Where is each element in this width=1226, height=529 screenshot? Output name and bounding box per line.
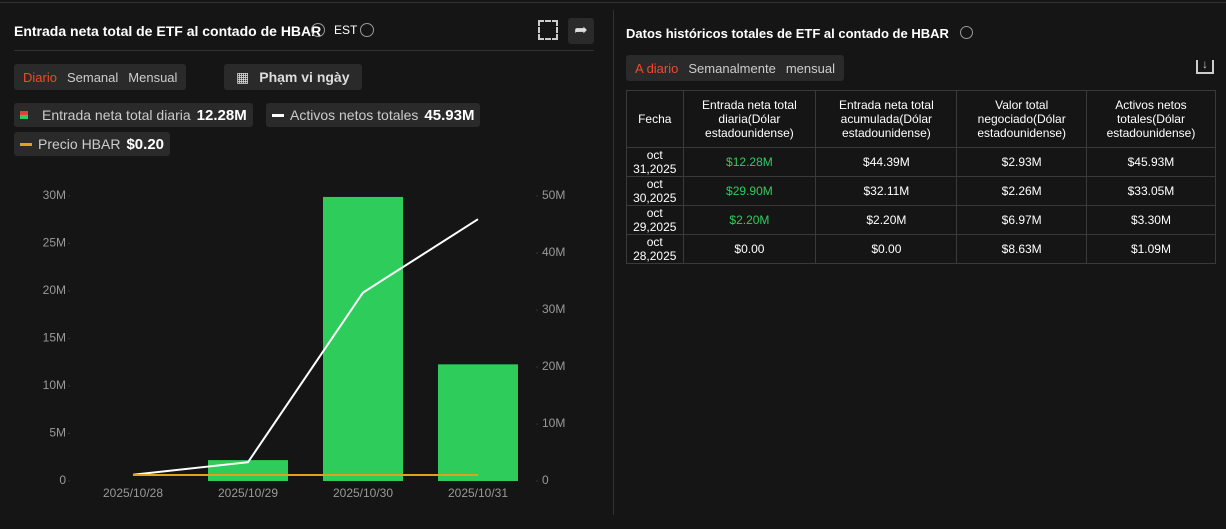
table-row: oct 31,2025 $12.28M $44.39M $2.93M $45.93M xyxy=(626,147,1217,177)
history-table: Fecha Entrada neta total diaria(Dólar est… xyxy=(626,90,1217,264)
line xyxy=(132,218,479,476)
date-range-button[interactable]: ▦ Phạm vi ngày xyxy=(224,64,362,90)
date-range-label: Phạm vi ngày xyxy=(259,69,350,85)
timezone: EST xyxy=(334,23,358,37)
legend-swatch xyxy=(272,113,284,117)
table-cell: $2.20M xyxy=(682,205,817,235)
table-cell: $2.26M xyxy=(956,176,1087,206)
column-header: Activos netos totales(Dólar estadouniden… xyxy=(1085,90,1217,148)
table-cell: $29.90M xyxy=(682,176,817,206)
legend-item[interactable]: Entrada neta total diaria 12.28M xyxy=(14,103,253,127)
info-icon[interactable] xyxy=(960,26,973,39)
tab[interactable]: Mensual xyxy=(128,69,178,85)
column-header: Entrada neta total acumulada(Dólar estad… xyxy=(815,90,958,148)
table-cell: $3.30M xyxy=(1085,205,1217,235)
y-tick-label: 30M xyxy=(43,188,66,202)
table-cell: oct 30,2025 xyxy=(626,176,684,206)
y-tick-label: 5M xyxy=(49,426,66,440)
table-cell: $45.93M xyxy=(1085,147,1217,177)
download-button[interactable]: ↓ xyxy=(1196,58,1214,74)
table-cell: $8.63M xyxy=(956,234,1087,264)
column-header: Entrada neta total diaria(Dólar estadoun… xyxy=(682,90,817,148)
y-tick-label: 15M xyxy=(43,331,66,345)
tab[interactable]: A diario xyxy=(635,60,679,76)
separator xyxy=(14,50,594,51)
y2-tick-label: 30M xyxy=(542,302,565,316)
table-cell: $2.93M xyxy=(956,147,1087,177)
divider xyxy=(613,10,614,515)
chart: 0 5M 10M 15M 20M 25M 30M 0 10M 20M 30M 40M 50M 2025/1… xyxy=(43,188,566,500)
legend-label: Entrada neta total diaria xyxy=(42,107,191,123)
y2-tick-label: 50M xyxy=(542,188,565,202)
legend-swatch xyxy=(20,111,28,119)
column-header: Valor total negociado(Dólar estadouniden… xyxy=(956,90,1087,148)
left-title: Entrada neta total de ETF al contado de … xyxy=(14,23,322,39)
table-cell: $44.39M xyxy=(815,147,958,177)
y2-tick-label: 40M xyxy=(542,245,565,259)
y-tick-label: 10M xyxy=(43,378,66,392)
bar xyxy=(208,460,288,481)
table-cell: oct 31,2025 xyxy=(626,147,684,177)
table-row: oct 29,2025 $2.20M $2.20M $6.97M $3.30M xyxy=(626,205,1217,235)
y2-tick-label: 10M xyxy=(542,416,565,430)
right-title: Datos históricos totales de ETF al conta… xyxy=(626,26,949,41)
legend-label: Activos netos totales xyxy=(290,107,419,123)
top-border xyxy=(0,2,1226,3)
bar xyxy=(438,364,518,481)
table-cell: oct 29,2025 xyxy=(626,205,684,235)
y-tick-label: 25M xyxy=(43,236,66,250)
table-cell: $0.00 xyxy=(682,234,817,264)
tab[interactable]: mensual xyxy=(785,60,835,76)
table-cell: oct 28,2025 xyxy=(626,234,684,264)
tab[interactable]: Semanalmente xyxy=(688,60,776,76)
table-row: oct 30,2025 $29.90M $32.11M $2.26M $33.05M xyxy=(626,176,1217,206)
table-cell: $6.97M xyxy=(956,205,1087,235)
y2-tick-label: 0 xyxy=(542,473,549,487)
y-tick-label: 0 xyxy=(59,473,66,487)
legend-value: 12.28M xyxy=(196,106,247,124)
table-cell: $0.00 xyxy=(815,234,958,264)
legend-item[interactable]: Precio HBAR $0.20 xyxy=(14,132,171,156)
x-tick-label: 2025/10/31 xyxy=(448,486,508,500)
table-cell: $2.20M xyxy=(815,205,958,235)
legend-label: Precio HBAR xyxy=(38,136,121,152)
left-tabs: Diario Semanal Mensual xyxy=(14,64,187,90)
x-tick-label: 2025/10/28 xyxy=(103,486,163,500)
table-cell: $12.28M xyxy=(682,147,817,177)
bar xyxy=(323,196,403,481)
table-cell: $33.05M xyxy=(1085,176,1217,206)
column-header: Fecha xyxy=(626,90,684,148)
x-tick-label: 2025/10/30 xyxy=(333,486,393,500)
tab[interactable]: Semanal xyxy=(66,69,119,85)
fullscreen-button[interactable] xyxy=(538,20,558,40)
share-button[interactable]: ➦ xyxy=(568,18,594,44)
info-icon[interactable] xyxy=(360,23,374,37)
tab[interactable]: Diario xyxy=(23,69,57,85)
legend-item[interactable]: Activos netos totales 45.93M xyxy=(266,103,481,127)
info-icon[interactable] xyxy=(311,23,325,37)
y-tick-label: 20M xyxy=(43,283,66,297)
legend-value: $0.20 xyxy=(126,135,165,153)
legend-value: 45.93M xyxy=(424,106,475,124)
table-row: oct 28,2025 $0.00 $0.00 $8.63M $1.09M xyxy=(626,234,1217,264)
table-cell: $32.11M xyxy=(815,176,958,206)
right-tabs: A diario Semanalmente mensual xyxy=(626,55,844,81)
x-tick-label: 2025/10/29 xyxy=(218,486,278,500)
legend-swatch xyxy=(20,142,32,146)
table-cell: $1.09M xyxy=(1085,234,1217,264)
y2-tick-label: 20M xyxy=(542,359,565,373)
